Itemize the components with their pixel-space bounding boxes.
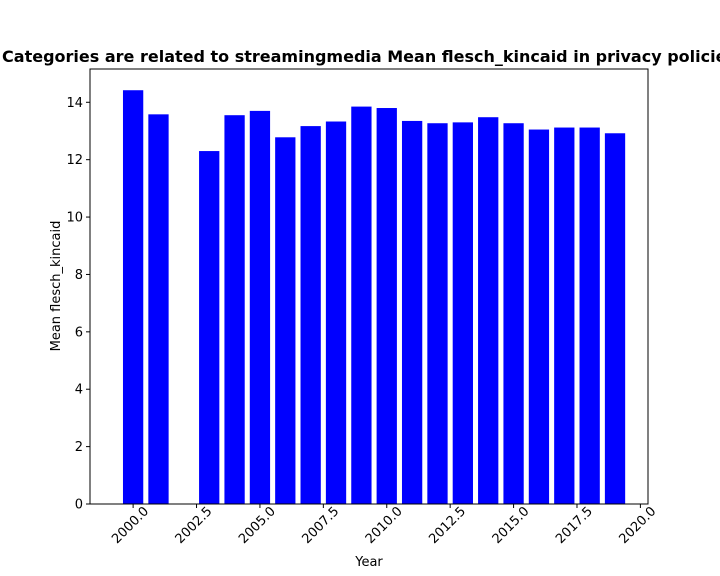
plot-frame — [89, 68, 649, 505]
bar-2001 — [148, 114, 169, 504]
x-tick-label: 2007.5 — [299, 504, 342, 547]
y-tick-label: 10 — [66, 211, 83, 226]
x-tick-label: 2017.5 — [553, 504, 596, 547]
bar-2008 — [325, 121, 347, 504]
bar-2011 — [401, 120, 423, 504]
bar-2004 — [224, 115, 245, 504]
x-tick-label: 2020.0 — [617, 504, 660, 547]
x-axis-label: Year — [354, 555, 383, 570]
bar-2012 — [427, 123, 448, 504]
bar-2019 — [604, 133, 626, 504]
y-axis-label: Mean flesch_kincaid — [49, 221, 64, 352]
x-tick-label: 2005.0 — [236, 504, 279, 547]
bar-2000 — [122, 90, 144, 504]
bar-2014 — [478, 117, 499, 505]
y-tick-label: 12 — [66, 153, 83, 168]
bar-2016 — [528, 129, 550, 505]
x-tick-label: 2002.5 — [173, 504, 216, 547]
x-tick-label: 2012.5 — [426, 504, 469, 547]
y-tick-label: 2 — [75, 440, 83, 455]
bar-2013 — [452, 122, 473, 505]
y-tick-label: 4 — [75, 383, 83, 398]
bar-2010 — [376, 108, 397, 505]
x-tick-label: 2010.0 — [363, 504, 406, 547]
y-tick-label: 6 — [75, 325, 83, 340]
y-tick-label: 14 — [66, 96, 83, 111]
bar-2018 — [579, 127, 600, 504]
x-tick-label: 2000.0 — [109, 504, 152, 547]
bar-2006 — [275, 137, 296, 505]
bar-2009 — [351, 106, 372, 504]
y-tick-label: 0 — [75, 498, 83, 513]
bar-2005 — [249, 110, 271, 504]
bar-2015 — [503, 123, 524, 504]
x-tick-label: 2015.0 — [490, 504, 533, 547]
bar-2003 — [199, 151, 220, 504]
bar-2017 — [554, 127, 575, 504]
bar-2007 — [300, 126, 321, 504]
y-tick-label: 8 — [75, 268, 83, 283]
chart-title: Categories are related to streamingmedia… — [2, 47, 720, 66]
